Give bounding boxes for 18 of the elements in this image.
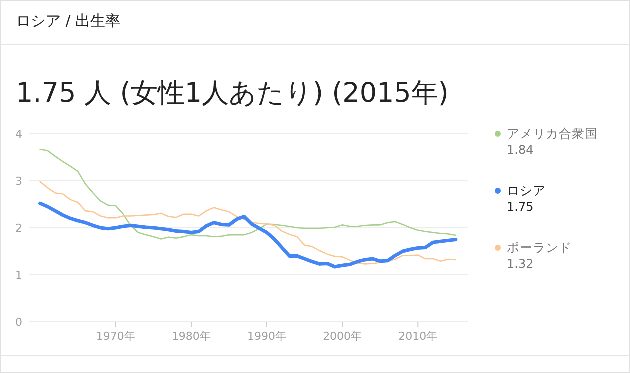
chart-title: ロシア / 出生率 — [16, 12, 121, 30]
x-tick-label: 1980年 — [172, 330, 211, 343]
text: 1.32 — [507, 257, 534, 271]
x-tick-label: 1990年 — [248, 330, 287, 343]
x-tick-label: 1970年 — [96, 330, 136, 343]
x-tick-label: 2000年 — [323, 330, 362, 343]
legend-label: アメリカ合衆国 — [507, 126, 598, 141]
y-tick-label: 2 — [16, 222, 22, 235]
legend-label: ポーランド — [507, 240, 572, 255]
y-tick-label: 4 — [16, 128, 22, 141]
chart-subtitle: 1.75 人 (女性1人あたり) (2015年) — [16, 78, 449, 109]
y-tick-label: 0 — [16, 316, 22, 329]
y-tick-label: 1 — [16, 269, 22, 282]
y-tick-label: 3 — [16, 175, 22, 188]
x-tick-label: 2010年 — [398, 330, 438, 343]
legend-label: ロシア — [507, 183, 546, 198]
text: 1.84 — [507, 143, 534, 157]
text: 1.75 — [507, 200, 534, 214]
